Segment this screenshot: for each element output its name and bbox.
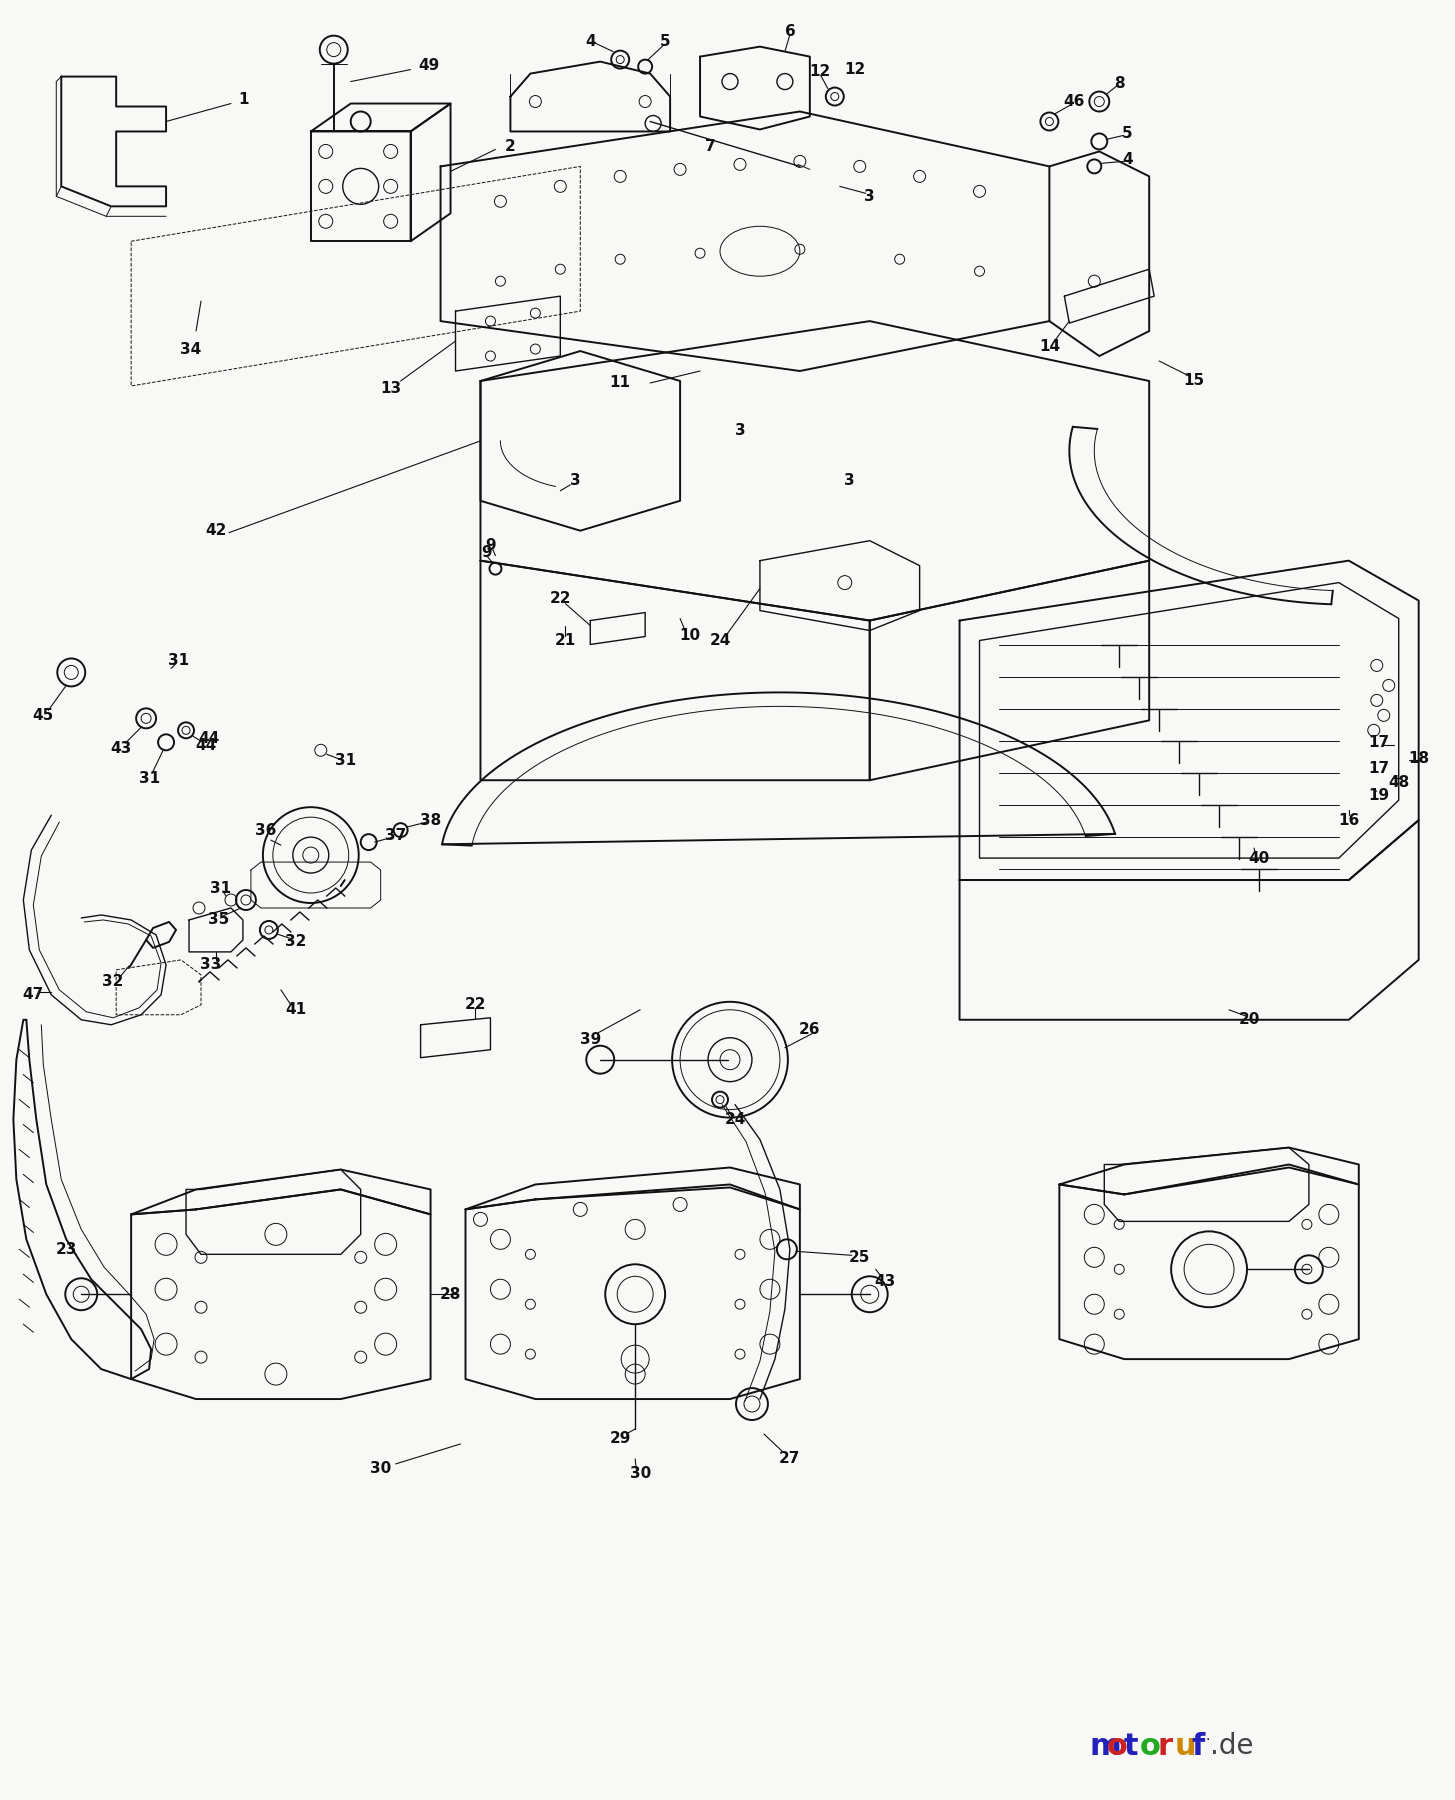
- Text: 31: 31: [211, 880, 231, 896]
- Text: u: u: [1174, 1732, 1196, 1760]
- Text: 1: 1: [239, 92, 249, 106]
- Text: 19: 19: [1368, 788, 1390, 803]
- Text: 10: 10: [679, 628, 701, 643]
- Text: 45: 45: [32, 707, 54, 724]
- Text: 37: 37: [386, 828, 406, 842]
- Text: 14: 14: [1039, 338, 1059, 353]
- Text: 34: 34: [180, 342, 202, 356]
- Text: 27: 27: [780, 1451, 800, 1467]
- Text: 44: 44: [195, 738, 217, 752]
- Text: 3: 3: [864, 189, 874, 203]
- Text: t: t: [1123, 1732, 1138, 1760]
- Text: 47: 47: [23, 988, 44, 1003]
- Text: 5: 5: [1122, 126, 1132, 140]
- Text: 49: 49: [418, 58, 439, 74]
- Text: 2: 2: [505, 139, 515, 155]
- Text: f: f: [1192, 1732, 1205, 1760]
- Text: 31: 31: [138, 770, 160, 787]
- Text: 4: 4: [585, 34, 595, 49]
- Text: 17: 17: [1368, 761, 1390, 776]
- Text: 35: 35: [208, 913, 230, 927]
- Text: 21: 21: [554, 634, 576, 648]
- Text: 13: 13: [380, 382, 402, 396]
- Text: 46: 46: [1064, 94, 1085, 110]
- Text: 17: 17: [1368, 734, 1390, 751]
- Text: 32: 32: [102, 974, 124, 990]
- Text: 30: 30: [370, 1462, 391, 1476]
- Text: 43: 43: [874, 1274, 895, 1289]
- Text: 4: 4: [1122, 151, 1132, 167]
- Text: 12: 12: [809, 65, 831, 79]
- Text: 41: 41: [285, 1003, 307, 1017]
- Text: 15: 15: [1183, 373, 1205, 389]
- Text: 43: 43: [111, 742, 132, 756]
- Text: 3: 3: [844, 473, 856, 488]
- Text: 39: 39: [579, 1031, 601, 1048]
- Text: 42: 42: [205, 524, 227, 538]
- Text: 5: 5: [659, 34, 671, 49]
- Text: 24: 24: [725, 1112, 745, 1127]
- Text: 36: 36: [255, 823, 276, 837]
- Text: o: o: [1141, 1732, 1161, 1760]
- Text: 3: 3: [735, 423, 745, 439]
- Text: 31: 31: [335, 752, 356, 769]
- Text: 6: 6: [784, 23, 796, 40]
- Text: 18: 18: [1408, 751, 1429, 765]
- Text: 23: 23: [55, 1242, 77, 1256]
- Text: 3: 3: [570, 473, 581, 488]
- Text: 32: 32: [285, 934, 307, 949]
- Text: 29: 29: [610, 1431, 631, 1447]
- Text: 44: 44: [198, 731, 220, 745]
- Text: 40: 40: [1248, 851, 1270, 866]
- Text: 48: 48: [1388, 774, 1410, 790]
- Text: 25: 25: [850, 1249, 870, 1265]
- Text: 12: 12: [844, 61, 866, 77]
- Text: 31: 31: [169, 653, 189, 668]
- Text: 26: 26: [799, 1022, 821, 1037]
- Text: 22: 22: [464, 997, 486, 1012]
- Text: ·: ·: [1205, 1733, 1209, 1748]
- Text: 20: 20: [1238, 1012, 1260, 1028]
- Text: 38: 38: [420, 812, 441, 828]
- Text: 7: 7: [704, 139, 716, 155]
- Text: 8: 8: [1115, 76, 1125, 92]
- Text: o: o: [1106, 1732, 1128, 1760]
- Text: 9: 9: [482, 545, 492, 560]
- Text: 9: 9: [485, 538, 496, 553]
- Text: 33: 33: [201, 958, 221, 972]
- Text: 28: 28: [439, 1287, 461, 1301]
- Text: 16: 16: [1339, 812, 1359, 828]
- Text: r: r: [1157, 1732, 1173, 1760]
- Text: m: m: [1090, 1732, 1120, 1760]
- Text: 30: 30: [630, 1467, 650, 1481]
- Text: 11: 11: [610, 376, 630, 391]
- Text: .de: .de: [1211, 1732, 1254, 1760]
- Text: 22: 22: [550, 590, 570, 607]
- Text: 24: 24: [710, 634, 730, 648]
